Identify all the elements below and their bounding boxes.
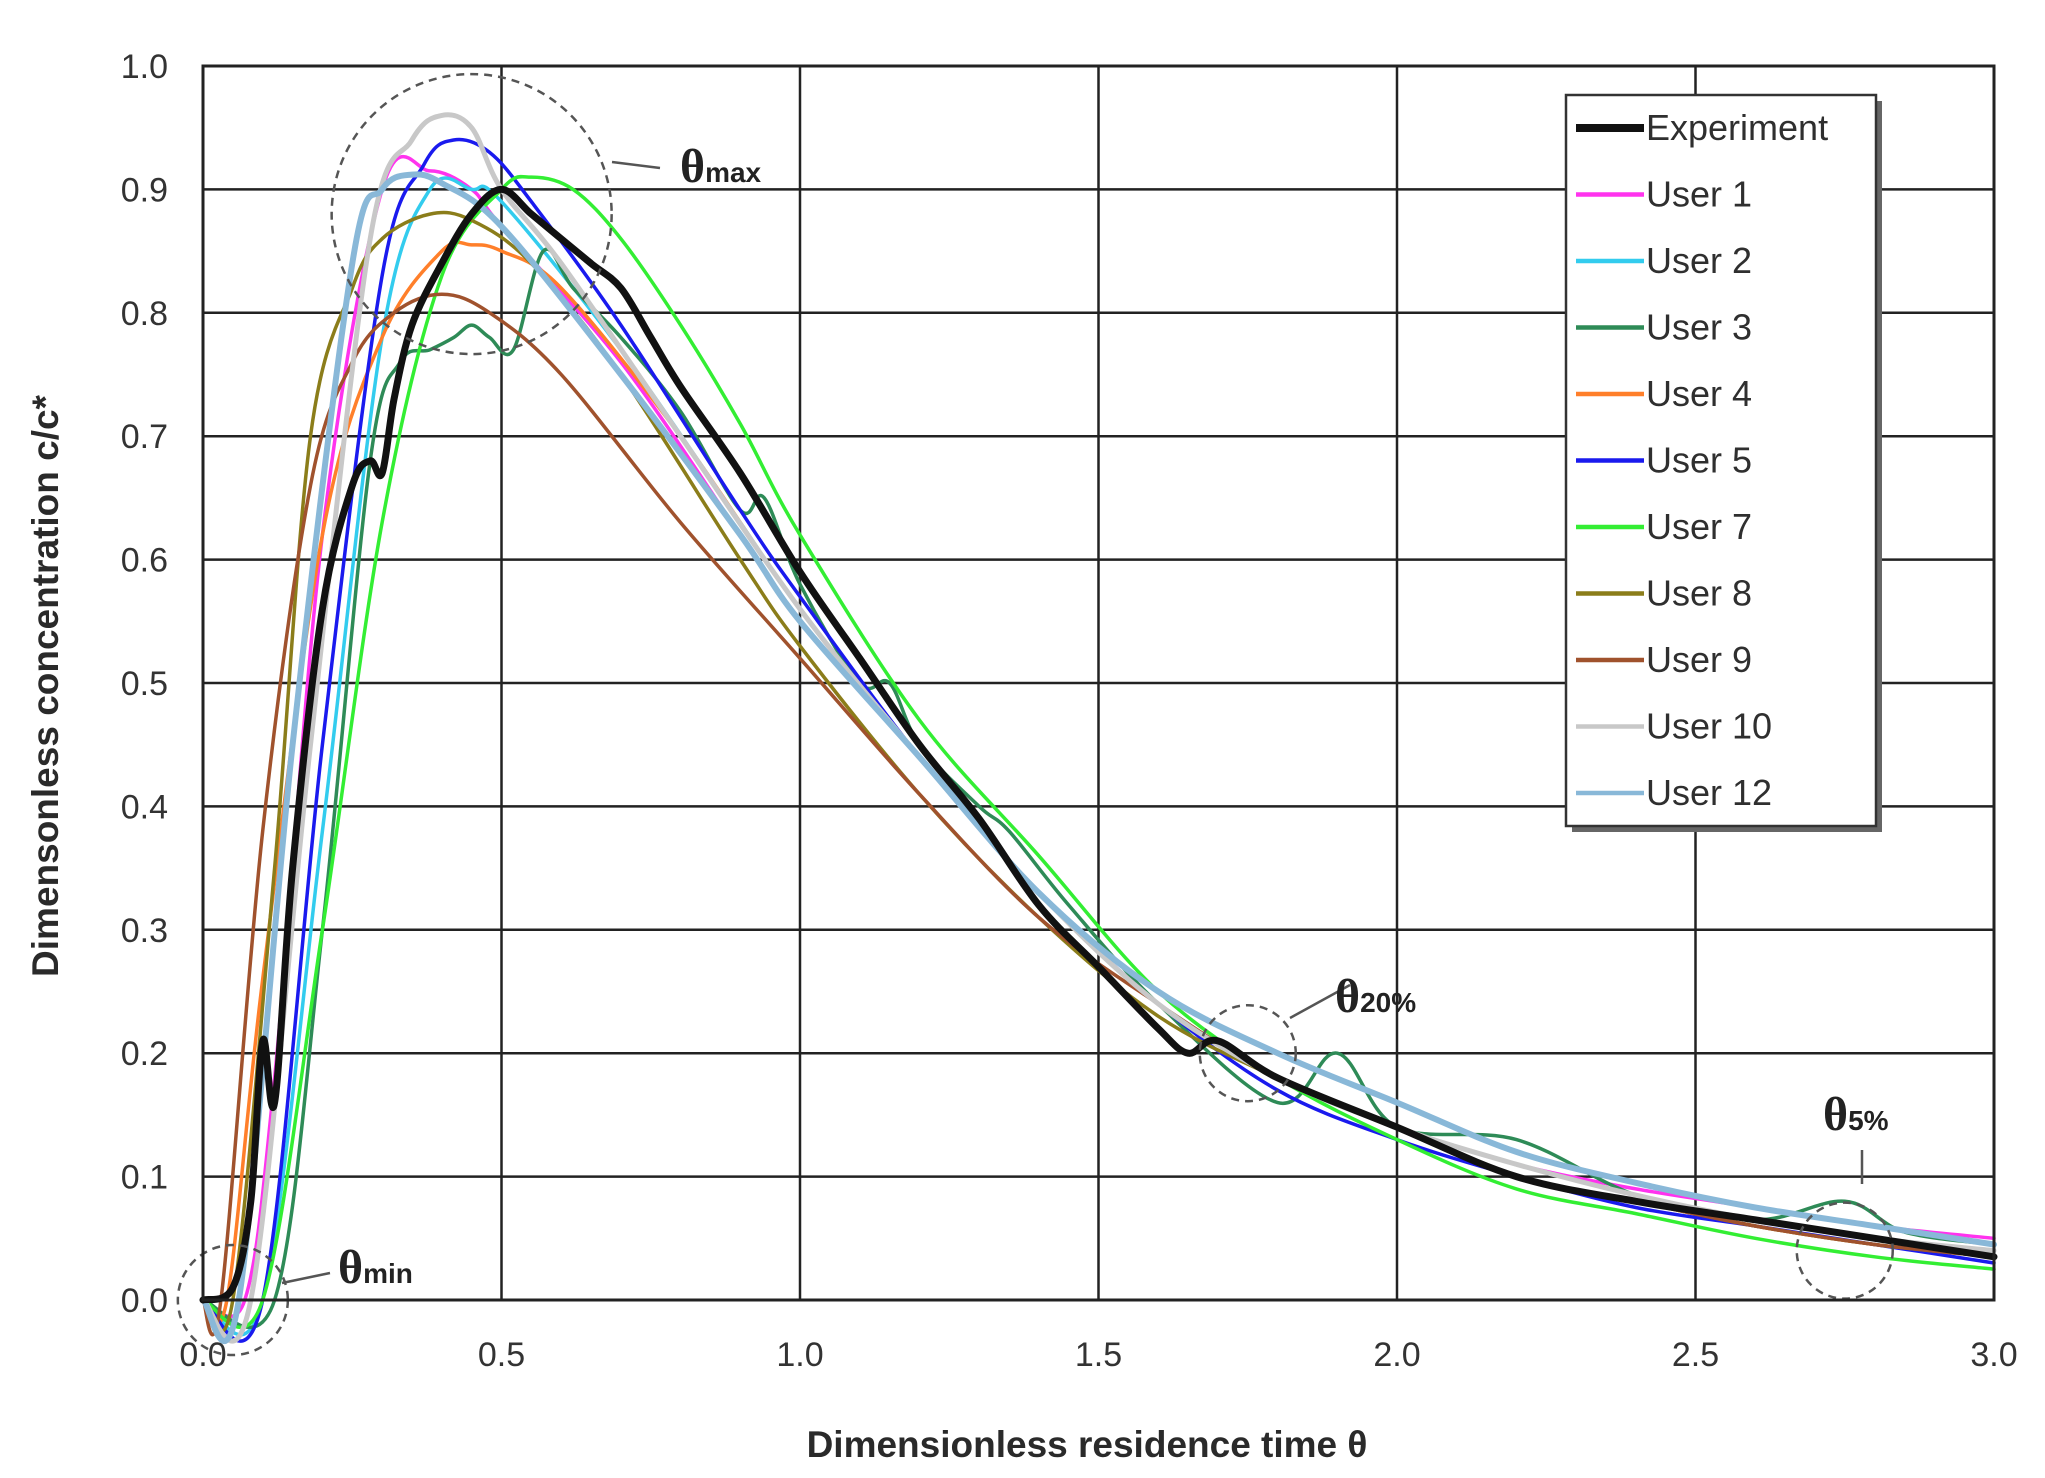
series-lines [199,112,1998,1344]
series-line-user-7 [201,174,1996,1330]
legend-label-user-4: User 4 [1646,373,1752,414]
annotation-label-5pct: θ5% [1823,1088,1889,1141]
legend-label-user-10: User 10 [1646,706,1772,747]
legend-label-user-12: User 12 [1646,772,1772,813]
annotation-label-max: θmax [680,140,762,193]
y-tick-label: 0.9 [121,171,168,209]
x-tick-label: 3.0 [1970,1336,2017,1374]
annotations: θmax θ20% θ5% θmin [176,72,1894,1357]
x-tick-label: 2.5 [1672,1336,1719,1374]
legend-label-user-8: User 8 [1646,573,1752,614]
legend-label-user-7: User 7 [1646,506,1752,547]
tick-labels: 0.0 0.5 1.0 1.5 2.0 2.5 3.0 0.0 0.1 0.2 0.3 0.4 0.5 0… [121,48,2018,1374]
annotation-leader [1289,983,1351,1020]
series-line-experiment [199,185,1998,1304]
y-tick-label: 0.8 [121,295,168,333]
x-tick-label: 0.0 [179,1336,226,1374]
x-axis-title: Dimensionless residence time θ [807,1424,1368,1465]
annotation-leader [611,160,661,170]
legend-label-user-9: User 9 [1646,639,1752,680]
series-line-user-12 [200,171,1997,1344]
y-tick-label: 0.0 [121,1282,168,1320]
y-tick-label: 0.1 [121,1159,168,1197]
y-axis-title: Dimensonless concentration c/c* [25,394,66,977]
legend-label-user-2: User 2 [1646,240,1752,281]
legend-label-user-1: User 1 [1646,174,1752,215]
annotation-circle-20pct [1198,1003,1297,1103]
y-tick-label: 0.2 [121,1035,168,1073]
y-tick-label: 0.6 [121,542,168,580]
y-tick-label: 0.7 [121,418,168,456]
y-tick-label: 0.4 [121,788,168,826]
annotation-circle-max [330,72,613,356]
legend: Experiment User 1 User 2 User 3 User 4 User 5… [1564,93,1882,832]
x-tick-label: 1.5 [1075,1336,1122,1374]
legend-label-experiment: Experiment [1646,107,1828,148]
x-tick-label: 2.0 [1373,1336,1420,1374]
x-tick-label: 0.5 [478,1336,525,1374]
y-tick-label: 0.5 [121,665,168,703]
annotation-label-min: θmin [338,1241,413,1294]
legend-label-user-5: User 5 [1646,440,1752,481]
legend-label-user-3: User 3 [1646,307,1752,348]
x-tick-label: 1.0 [776,1336,823,1374]
annotation-leader [281,1271,331,1285]
y-tick-label: 0.3 [121,912,168,950]
y-tick-label: 1.0 [121,48,168,86]
plot-frame [201,64,1996,1302]
annotation-label-20pct: θ20% [1335,970,1416,1023]
